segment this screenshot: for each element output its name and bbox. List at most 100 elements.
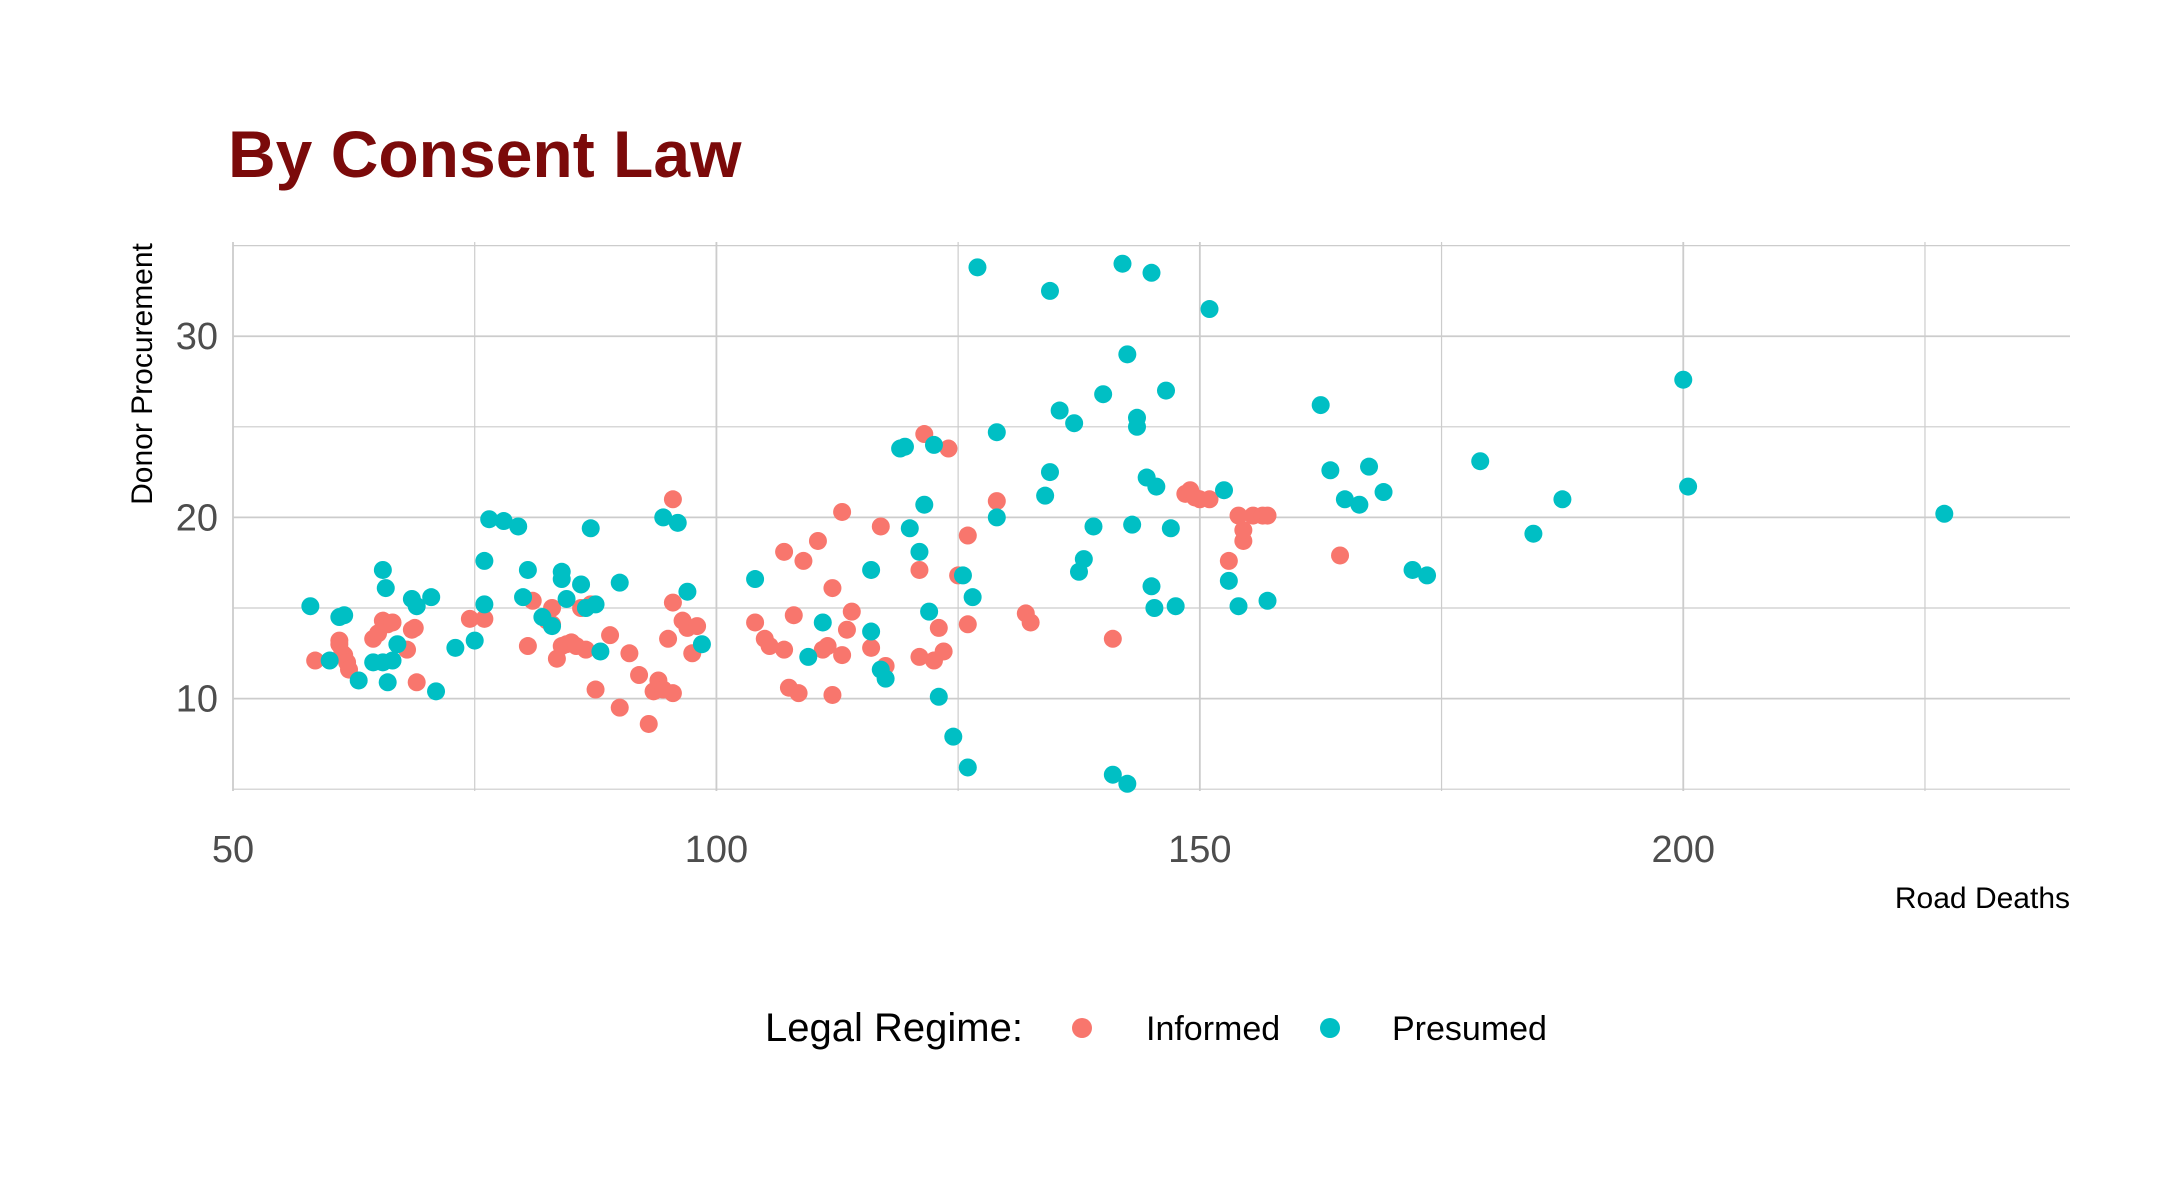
data-point	[572, 575, 591, 594]
data-point	[630, 666, 649, 685]
data-point	[1142, 577, 1161, 596]
data-point	[1142, 263, 1161, 282]
data-point	[335, 606, 354, 625]
data-point	[862, 638, 881, 657]
data-point	[958, 758, 977, 777]
data-point	[963, 588, 982, 607]
data-point	[958, 526, 977, 545]
data-point	[987, 492, 1006, 511]
data-point	[1553, 490, 1572, 509]
data-point	[663, 593, 682, 612]
series-presumed	[301, 254, 1954, 793]
data-point	[1200, 490, 1219, 509]
grid-major	[232, 242, 2070, 791]
data-point	[1103, 765, 1122, 784]
legend-label-presumed: Presumed	[1392, 1010, 1547, 1048]
data-point	[407, 597, 426, 616]
x-axis-tick-labels: 50 100 150 200	[212, 829, 1715, 871]
chart-title: By Consent Law	[228, 117, 742, 191]
data-point	[910, 560, 929, 579]
data-point	[862, 622, 881, 641]
data-point	[1524, 524, 1543, 543]
data-point	[1084, 517, 1103, 536]
data-point	[1157, 381, 1176, 400]
data-point	[465, 631, 484, 650]
y-axis-title: Donor Procurement	[126, 242, 159, 504]
data-point	[576, 640, 595, 659]
data-point	[376, 579, 395, 598]
data-point	[1021, 613, 1040, 632]
data-point	[692, 635, 711, 654]
data-point	[1360, 457, 1379, 476]
x-axis-title: Road Deaths	[1895, 882, 2070, 915]
series-informed	[306, 425, 1350, 733]
data-point	[1321, 461, 1340, 480]
legend-label-informed: Informed	[1146, 1010, 1280, 1048]
data-point	[1418, 566, 1437, 585]
data-point	[306, 651, 325, 670]
data-point	[1050, 401, 1069, 420]
data-point	[422, 588, 441, 607]
data-point	[1229, 506, 1248, 525]
data-point	[895, 437, 914, 456]
data-point	[1471, 452, 1490, 471]
data-point	[678, 582, 697, 601]
data-point	[1145, 599, 1164, 617]
data-point	[1103, 629, 1122, 648]
data-point	[1331, 546, 1350, 565]
data-point	[373, 560, 392, 579]
data-point	[601, 626, 620, 645]
y-tick-label: 10	[176, 679, 218, 721]
data-point	[663, 490, 682, 509]
data-point	[944, 727, 963, 746]
data-point	[581, 519, 600, 538]
data-point	[1147, 477, 1166, 496]
data-point	[518, 637, 537, 656]
x-tick-label: 200	[1652, 829, 1715, 871]
data-point	[823, 685, 842, 704]
data-point	[833, 646, 852, 665]
data-point	[557, 589, 576, 608]
data-point	[953, 566, 972, 585]
data-point	[688, 617, 707, 636]
data-point	[586, 595, 605, 614]
data-point	[475, 595, 494, 614]
data-point	[407, 673, 426, 692]
data-point	[383, 651, 402, 670]
data-point	[1258, 591, 1277, 610]
data-point	[968, 258, 987, 277]
data-point	[610, 573, 629, 592]
data-point	[518, 560, 537, 579]
data-point	[1258, 506, 1277, 525]
data-point	[610, 698, 629, 717]
data-point	[1094, 385, 1113, 404]
data-point	[654, 508, 673, 527]
data-point	[543, 617, 562, 636]
data-point	[876, 669, 895, 688]
data-point	[1335, 490, 1354, 509]
data-point	[405, 618, 424, 637]
data-point	[1166, 597, 1185, 616]
data-point	[794, 551, 813, 570]
data-point	[746, 570, 765, 589]
data-point	[934, 642, 953, 661]
data-point	[1219, 551, 1238, 570]
data-point	[1935, 504, 1954, 523]
data-point	[446, 638, 465, 657]
data-point	[1219, 571, 1238, 590]
data-point	[910, 647, 929, 666]
data-point	[1229, 597, 1248, 616]
legend-marker-presumed	[1320, 1018, 1340, 1038]
legend-items: Informed Presumed	[1072, 1010, 1547, 1048]
data-point	[1040, 281, 1059, 300]
data-point	[1123, 515, 1142, 534]
data-point	[924, 435, 943, 454]
data-point	[1036, 486, 1055, 505]
data-point	[910, 542, 929, 561]
data-point	[320, 651, 339, 670]
data-point	[775, 640, 794, 659]
data-point	[775, 542, 794, 561]
y-tick-label: 30	[176, 316, 218, 358]
data-point	[349, 671, 368, 690]
